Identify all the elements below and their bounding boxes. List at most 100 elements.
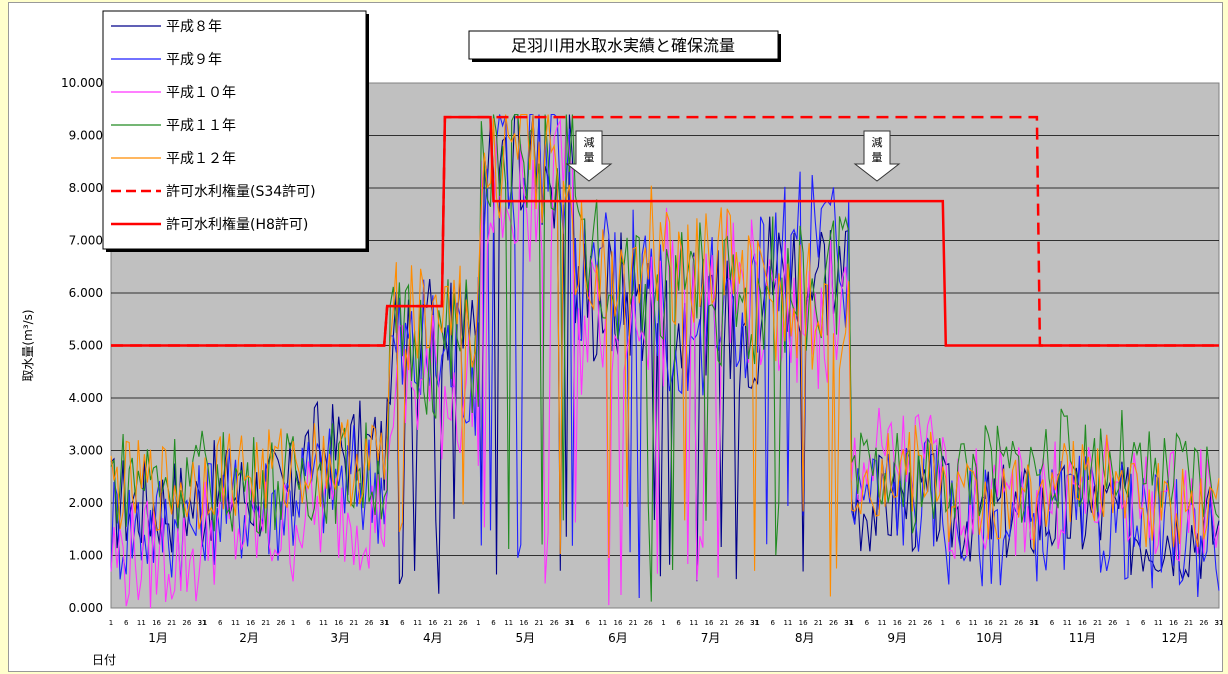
x-day-tick-label: 31 [750, 619, 759, 627]
x-day-tick-label: 16 [984, 619, 993, 627]
x-day-tick-label: 1 [291, 619, 295, 627]
x-day-tick-label: 11 [319, 619, 328, 627]
x-day-tick-label: 16 [893, 619, 902, 627]
legend-label: 平成１２年 [166, 151, 236, 167]
permit-line [111, 115, 1219, 347]
legend-label: 平成８年 [166, 19, 222, 35]
x-day-tick-label: 11 [598, 619, 607, 627]
x-day-tick-label: 1 [476, 619, 480, 627]
x-month-label: 7月 [701, 631, 721, 645]
x-month-label: 3月 [330, 631, 350, 645]
x-month-label: 6月 [608, 631, 628, 645]
x-day-tick-label: 31 [380, 619, 389, 627]
y-tick-label: 5.000 [69, 339, 103, 353]
x-day-tick-label: 31 [750, 619, 759, 627]
y-tick-label: 4.000 [69, 391, 103, 405]
x-day-tick-label: 31 [565, 619, 574, 627]
x-day-tick-label: 31 [1215, 619, 1222, 627]
x-day-tick-label: 31 [565, 619, 574, 627]
x-day-tick-label: 21 [720, 619, 729, 627]
x-day-tick-label: 31 [198, 619, 207, 627]
x-day-tick-label: 1 [385, 619, 389, 627]
x-day-tick-label: 21 [814, 619, 823, 627]
x-day-tick-label: 1 [203, 619, 207, 627]
x-day-tick-label: 16 [1169, 619, 1178, 627]
chart-title: 足羽川用水取水実績と確保流量 [511, 36, 735, 55]
x-day-tick-label: 26 [182, 619, 191, 627]
x-month-label: 4月 [423, 631, 443, 645]
arrow-label: 減 [872, 135, 883, 149]
x-day-tick-label: 11 [1154, 619, 1163, 627]
legend-label: 許可水利権量(S34許可) [166, 183, 316, 200]
x-day-tick-label: 21 [261, 619, 270, 627]
x-day-tick-label: 6 [771, 619, 776, 627]
x-day-tick-label: 11 [1063, 619, 1072, 627]
x-day-tick-label: 26 [644, 619, 653, 627]
x-day-tick-label: 1 [941, 619, 945, 627]
x-day-tick-label: 26 [735, 619, 744, 627]
x-day-tick-label: 21 [908, 619, 917, 627]
x-day-tick-label: 21 [629, 619, 638, 627]
y-tick-label: 3.000 [69, 444, 103, 458]
x-day-tick-label: 6 [1050, 619, 1055, 627]
x-day-tick-label: 16 [519, 619, 528, 627]
x-day-tick-label: 21 [349, 619, 358, 627]
legend-label: 平成１１年 [166, 118, 236, 134]
x-day-tick-label: 21 [443, 619, 452, 627]
x-day-tick-label: 11 [969, 619, 978, 627]
x-day-tick-label: 1 [1035, 619, 1039, 627]
x-day-tick-label: 16 [246, 619, 255, 627]
x-day-tick-label: 11 [137, 619, 146, 627]
x-day-tick-label: 31 [198, 619, 207, 627]
x-day-tick-label: 26 [1199, 619, 1208, 627]
x-day-tick-label: 6 [491, 619, 496, 627]
x-day-tick-label: 6 [400, 619, 405, 627]
x-day-tick-label: 1 [661, 619, 665, 627]
x-day-tick-label: 11 [878, 619, 887, 627]
x-day-tick-label: 21 [167, 619, 176, 627]
y-tick-label: 6.000 [69, 286, 103, 300]
x-month-label: 1月 [148, 631, 168, 645]
arrow-shape [853, 130, 901, 182]
x-day-tick-label: 26 [550, 619, 559, 627]
x-day-tick-label: 21 [535, 619, 544, 627]
series-line [110, 113, 1220, 602]
x-day-tick-label: 31 [844, 619, 853, 627]
x-day-tick-label: 1 [755, 619, 759, 627]
y-tick-label: 2.000 [69, 496, 103, 510]
reduction-arrow: 減量 [565, 130, 613, 182]
x-day-tick-label: 1 [1126, 619, 1130, 627]
x-day-tick-label: 11 [413, 619, 422, 627]
x-day-tick-label: 11 [783, 619, 792, 627]
x-month-label: 11月 [1069, 631, 1096, 645]
x-month-label: 2月 [239, 631, 259, 645]
x-day-tick-label: 6 [1141, 619, 1146, 627]
x-day-tick-label: 16 [1078, 619, 1087, 627]
x-day-tick-label: 11 [689, 619, 698, 627]
series-line [110, 113, 1220, 597]
x-day-tick-label: 31 [844, 619, 853, 627]
x-month-label: 10月 [976, 631, 1003, 645]
x-day-tick-label: 26 [829, 619, 838, 627]
x-day-tick-label: 1 [849, 619, 853, 627]
x-day-tick-label: 26 [277, 619, 286, 627]
x-day-tick-label: 6 [676, 619, 681, 627]
x-day-tick-label: 1 [570, 619, 574, 627]
arrow-label: 減 [584, 135, 595, 149]
arrow-shape [565, 130, 613, 182]
x-month-label: 12月 [1161, 631, 1188, 645]
y-tick-label: 0.000 [69, 601, 103, 615]
x-month-label: 8月 [795, 631, 815, 645]
legend-label: 平成１０年 [166, 85, 236, 101]
x-day-tick-label: 21 [999, 619, 1008, 627]
x-day-tick-label: 6 [585, 619, 590, 627]
x-day-tick-label: 11 [504, 619, 513, 627]
x-axis-label: 日付 [92, 653, 116, 667]
y-tick-label: 1.000 [69, 549, 103, 563]
x-day-tick-label: 26 [1014, 619, 1023, 627]
x-day-tick-label: 6 [218, 619, 223, 627]
reduction-arrow: 減量 [853, 130, 901, 182]
x-day-tick-label: 31 [380, 619, 389, 627]
x-day-tick-label: 26 [923, 619, 932, 627]
arrow-label: 量 [584, 151, 595, 164]
